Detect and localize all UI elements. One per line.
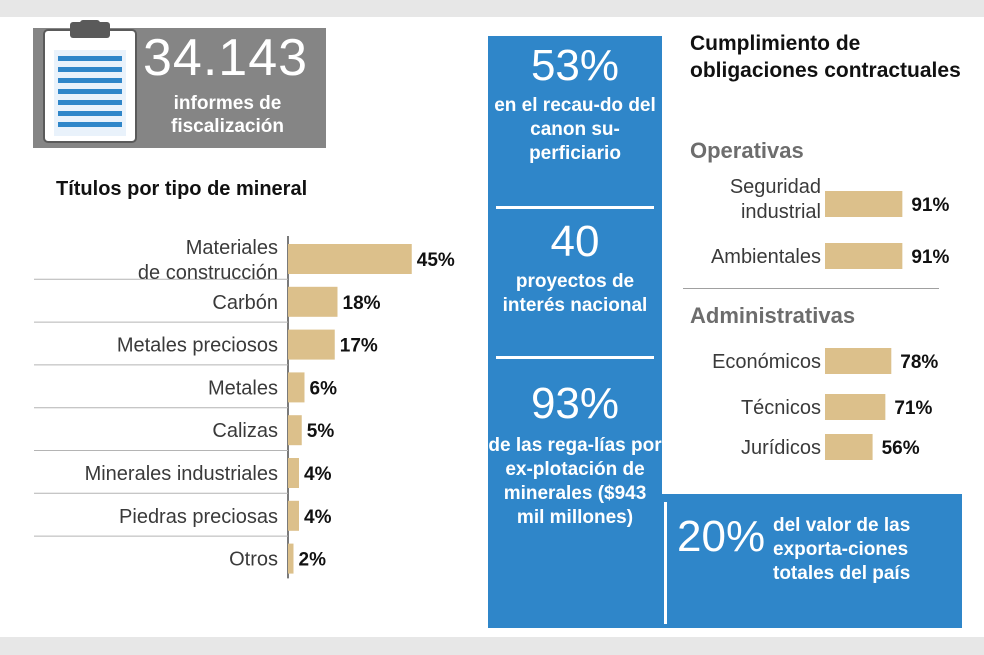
mineral-value-label: 4%	[304, 464, 332, 485]
obligation-value-label: 91%	[911, 247, 949, 268]
highlights-column	[488, 36, 662, 628]
bottom-band	[0, 637, 984, 655]
clipboard-icon	[43, 20, 137, 143]
obligation-bar	[825, 394, 886, 420]
exports-value: 20%	[677, 512, 766, 561]
mineral-bar	[288, 500, 299, 531]
top-band	[0, 0, 984, 17]
mineral-bar	[288, 244, 412, 274]
mineral-category-label: Otros	[229, 549, 278, 571]
mineral-value-label: 5%	[307, 421, 335, 442]
mineral-chart-title: Títulos por tipo de mineral	[56, 178, 308, 200]
highlight-3-value: 93%	[530, 379, 620, 428]
highlight-separator	[496, 206, 654, 209]
group-title-administrativas: Administrativas	[690, 303, 856, 328]
obligation-category-label: Técnicos	[741, 397, 821, 419]
mineral-bar	[288, 543, 294, 574]
highlight-1-value: 53%	[530, 41, 620, 90]
mineral-bar	[288, 329, 335, 360]
obligations-chart-title: Cumplimiento de obligaciones contractual…	[690, 32, 961, 82]
exports-box	[662, 494, 962, 628]
obligation-category-label: Seguridad industrial	[730, 176, 821, 223]
obligation-category-label: Económicos	[712, 351, 821, 373]
obligation-category-label: Jurídicos	[741, 437, 821, 459]
mineral-bar	[288, 458, 299, 488]
obligations-bar-chart: 91% Seguridad industrial 91% Ambientales 78% E…	[711, 176, 949, 460]
highlight-3-text: de las rega-lías por ex-plotación de min…	[488, 435, 662, 528]
mineral-value-label: 17%	[340, 336, 378, 357]
mineral-bar-chart: 45% Materiales de construcción 18% Carbón 17%…	[34, 236, 455, 579]
mineral-category-label: Calizas	[212, 420, 278, 442]
obligation-value-label: 71%	[894, 398, 932, 419]
mineral-category-label: Metales preciosos	[117, 335, 278, 357]
mineral-category-label: Minerales industriales	[85, 463, 278, 485]
highlight-separator	[496, 356, 654, 359]
highlight-2-value: 40	[550, 217, 600, 266]
mineral-category-label: Materiales de construcción	[138, 237, 278, 284]
mineral-value-label: 45%	[417, 250, 455, 271]
obligation-value-label: 56%	[882, 438, 920, 459]
mineral-category-label: Piedras preciosas	[119, 506, 278, 528]
obligation-bar	[825, 243, 903, 269]
group-divider	[683, 288, 939, 289]
mineral-value-label: 2%	[299, 550, 327, 571]
mineral-value-label: 4%	[304, 507, 332, 528]
mineral-category-label: Metales	[208, 377, 278, 399]
exports-text: del valor de las exporta-ciones totales …	[773, 515, 911, 584]
mineral-bar	[288, 372, 305, 403]
obligation-value-label: 78%	[900, 352, 938, 373]
mineral-value-label: 6%	[310, 378, 338, 399]
obligation-bar	[825, 191, 903, 217]
exports-divider	[664, 502, 667, 624]
highlight-1-text: en el recau-do del canon su-perficiario	[494, 95, 656, 164]
mineral-bar	[288, 286, 338, 317]
group-title-operativas: Operativas	[690, 138, 804, 163]
highlight-2-text: proyectos de interés nacional	[502, 271, 648, 316]
stat-label: informes de fiscalización	[171, 93, 284, 137]
obligation-category-label: Ambientales	[711, 246, 821, 268]
obligation-bar	[825, 434, 873, 460]
obligation-value-label: 91%	[911, 195, 949, 216]
mineral-bar	[288, 415, 302, 446]
obligation-bar	[825, 348, 892, 374]
mineral-value-label: 18%	[343, 293, 381, 314]
stat-number: 34.143	[143, 29, 309, 87]
mineral-category-label: Carbón	[212, 292, 278, 314]
